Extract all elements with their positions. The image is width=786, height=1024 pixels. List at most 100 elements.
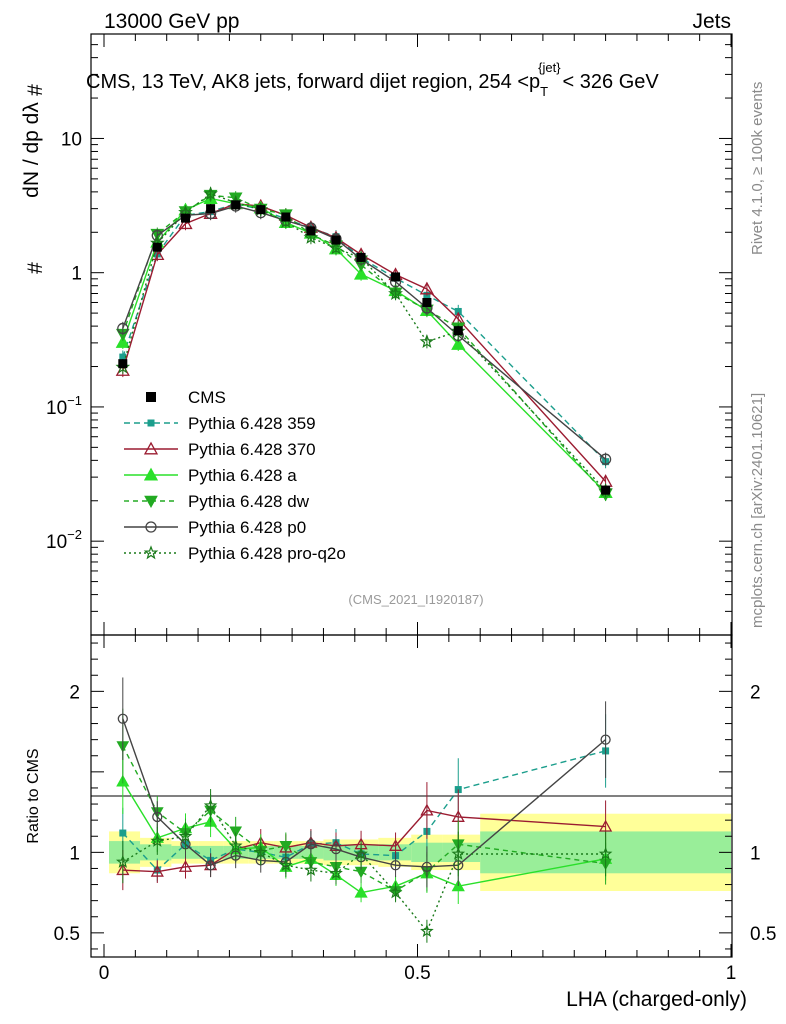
series-point bbox=[203, 186, 218, 201]
legend-label: Pythia 6.428 a bbox=[188, 466, 297, 485]
main-ylabel-text: dN / dp dλ bbox=[20, 102, 43, 198]
ratio-point bbox=[600, 734, 611, 745]
series-cms-data bbox=[118, 200, 611, 495]
legend-entry: Pythia 6.428 dw bbox=[124, 492, 310, 511]
ratio-band-inner bbox=[109, 841, 141, 864]
main-ylabel-hash-1: # bbox=[24, 262, 47, 274]
ratio-point bbox=[178, 829, 193, 843]
main-ylabel-hash-2: # bbox=[24, 84, 47, 96]
legend-marker bbox=[143, 467, 159, 481]
legend-label: Pythia 6.428 359 bbox=[188, 414, 316, 433]
ratio-point bbox=[119, 829, 127, 837]
ratio-point bbox=[117, 713, 128, 724]
ratio-series-line bbox=[122, 809, 606, 873]
ratio-point bbox=[390, 860, 401, 871]
series-point bbox=[303, 229, 319, 244]
data-point bbox=[422, 297, 432, 307]
ratio-point bbox=[330, 843, 342, 855]
series-point bbox=[419, 281, 435, 295]
series-point bbox=[599, 453, 612, 465]
legend-entry: Pythia 6.428 p0 bbox=[124, 518, 306, 537]
legend-marker bbox=[145, 521, 157, 533]
main-series-group bbox=[115, 186, 613, 502]
ratio-point bbox=[354, 885, 368, 898]
main-axes: 10−2 10−1 1 10 bbox=[46, 33, 732, 636]
ratio-xtick-label: 0.5 bbox=[404, 963, 430, 984]
data-point bbox=[331, 235, 341, 245]
ratio-series-line bbox=[122, 804, 606, 933]
ratio-point bbox=[420, 803, 434, 816]
ratio-ytick-label: 2 bbox=[69, 682, 80, 703]
legend-marker bbox=[143, 545, 159, 560]
data-point bbox=[206, 204, 216, 214]
main-ylabel: dN / dp dλ # # bbox=[20, 84, 47, 274]
legend-marker bbox=[146, 392, 156, 402]
series-point bbox=[451, 337, 466, 350]
legend-entry: Pythia 6.428 359 bbox=[124, 414, 316, 433]
ratio-ytick-label: 1 bbox=[69, 843, 80, 864]
ratio-point bbox=[178, 860, 193, 872]
ratio-point bbox=[421, 861, 433, 872]
ratio-series-line bbox=[122, 718, 607, 868]
series-point bbox=[388, 285, 403, 301]
data-point bbox=[391, 272, 401, 282]
series-point bbox=[119, 353, 127, 361]
ratio-point bbox=[150, 864, 164, 877]
series-p0-ratio bbox=[117, 677, 611, 888]
ratio-point bbox=[150, 833, 165, 847]
side-label-rivet: Rivet 4.1.0, ≥ 100k events bbox=[749, 82, 766, 255]
ratio-point bbox=[420, 924, 434, 938]
ratio-axes: 0 0.5 1 0.5 0.5 1 1 2 2 bbox=[54, 635, 776, 984]
series-point bbox=[178, 216, 193, 230]
legend-marker bbox=[144, 495, 158, 509]
ratio-point bbox=[598, 846, 613, 860]
legend-marker bbox=[143, 441, 159, 455]
data-point bbox=[306, 226, 316, 236]
series-point bbox=[353, 266, 369, 280]
main-ytick-label: 1 bbox=[71, 264, 82, 285]
legend-label: Pythia 6.428 pro-q2o bbox=[188, 544, 346, 563]
data-point bbox=[256, 205, 266, 215]
ratio-point bbox=[229, 826, 243, 838]
legend-entry: Pythia 6.428 370 bbox=[124, 440, 316, 459]
ratio-point bbox=[205, 860, 216, 871]
ratio-point bbox=[388, 885, 403, 899]
series-pro-q2o-ratio bbox=[115, 789, 613, 943]
data-point bbox=[231, 200, 241, 210]
ratio-ytick-label: 0.5 bbox=[54, 924, 80, 945]
plot-title-tail: < 326 GeV bbox=[563, 71, 660, 93]
side-label-mcplots: mcplots.cern.ch [arXiv:2401.10621] bbox=[749, 393, 766, 628]
main-ytick-label: 10 bbox=[61, 129, 82, 150]
series-point bbox=[150, 247, 165, 261]
ratio-point bbox=[152, 811, 163, 823]
analysis-watermark: (CMS_2021_I1920187) bbox=[348, 592, 483, 607]
legend: CMS Pythia 6.428 359 Pythia 6.428 370 Pythi… bbox=[124, 388, 346, 563]
ratio-point bbox=[598, 819, 613, 832]
data-point bbox=[356, 252, 366, 262]
ratio-band-inner bbox=[140, 844, 172, 861]
ratio-series-line bbox=[122, 781, 606, 894]
ratio-point bbox=[304, 862, 318, 876]
plot-title-sub: T bbox=[540, 84, 548, 99]
legend-label: Pythia 6.428 p0 bbox=[188, 518, 306, 537]
ratio-ylabel: Ratio to CMS bbox=[25, 748, 42, 843]
header-process-label: 13000 GeV pp bbox=[104, 10, 239, 33]
ratio-point bbox=[388, 839, 403, 851]
ratio-uncertainty-bands bbox=[109, 813, 731, 891]
ratio-point bbox=[115, 854, 130, 868]
plot-title-sup: {jet} bbox=[538, 60, 561, 75]
ratio-xtick-label: 1 bbox=[726, 963, 737, 984]
series-point bbox=[115, 335, 130, 348]
data-point bbox=[281, 212, 291, 222]
ratio-ytick-label-right: 0.5 bbox=[750, 924, 776, 945]
ratio-point bbox=[279, 841, 293, 853]
data-point bbox=[601, 485, 611, 495]
legend-entry: Pythia 6.428 a bbox=[124, 466, 297, 485]
series-point bbox=[328, 240, 344, 255]
ratio-point bbox=[203, 798, 218, 812]
series-point bbox=[419, 333, 435, 348]
ratio-xtick-label: 0 bbox=[99, 963, 110, 984]
plot-title: CMS, 13 TeV, AK8 jets, forward dijet reg… bbox=[86, 60, 659, 99]
series-line bbox=[122, 193, 607, 492]
